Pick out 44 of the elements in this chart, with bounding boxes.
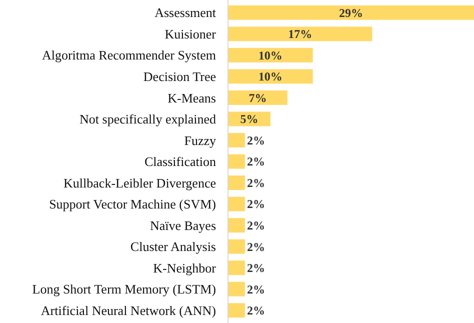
y-tick-label: Kuisioner (164, 26, 217, 42)
y-tick-label: Kullback-Leibler Divergence (64, 175, 216, 190)
y-tick-label: Not specifically explained (80, 112, 216, 127)
y-tick-label: Assessment (154, 5, 216, 20)
bar (228, 176, 245, 190)
data-label: 5% (240, 112, 258, 126)
data-label: 2% (246, 133, 265, 148)
data-label: 7% (248, 90, 267, 105)
y-tick-label: Decision Tree (143, 68, 216, 84)
data-label: 2% (246, 176, 265, 190)
bar (228, 133, 245, 148)
bar (228, 196, 245, 212)
data-label: 2% (246, 218, 265, 232)
y-tick-label: Classification (144, 154, 216, 170)
bar (228, 26, 372, 42)
bar (228, 282, 245, 296)
y-tick-label: Cluster Analysis (130, 239, 216, 254)
y-tick-label: Long Short Term Memory (LSTM) (32, 282, 216, 297)
bar (228, 260, 245, 276)
y-tick-label: Artificial Neural Network (ANN) (40, 302, 216, 318)
data-label: 2% (246, 282, 265, 296)
y-tick-label: Fuzzy (184, 132, 216, 148)
data-label: 29% (339, 6, 363, 20)
data-label: 10% (258, 48, 282, 62)
y-tick-label: K-Neighbor (153, 260, 217, 276)
bar (228, 239, 245, 254)
bar (228, 48, 313, 62)
y-tick-label: Support Vector Machine (SVM) (49, 196, 216, 212)
bar (228, 218, 245, 233)
data-label: 2% (246, 240, 265, 254)
y-tick-label: K-Means (168, 90, 216, 106)
data-label: 2% (246, 197, 265, 212)
bar (228, 154, 245, 169)
data-label: 2% (246, 304, 265, 318)
data-label: 2% (246, 261, 265, 276)
bar (228, 5, 474, 20)
data-label: 17% (288, 27, 312, 42)
bar (228, 69, 313, 84)
data-label: 2% (246, 154, 265, 169)
y-tick-label: Algoritma Recommender System (42, 48, 216, 63)
bar (228, 90, 288, 105)
bar (228, 303, 245, 318)
data-label: 10% (258, 70, 282, 84)
y-tick-label: Naïve Bayes (150, 218, 216, 233)
